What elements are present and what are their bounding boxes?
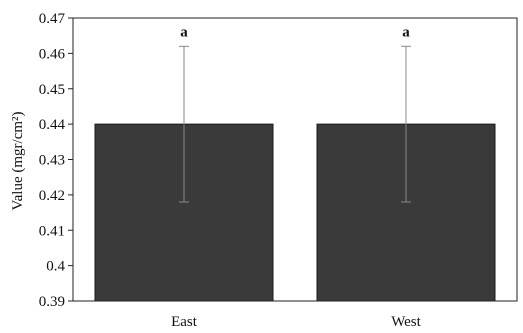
y-tick-label: 0.42	[39, 188, 65, 204]
x-axis: East West	[171, 314, 422, 330]
y-axis-label: Value (mgr/cm²)	[10, 111, 26, 210]
x-category-label: East	[171, 314, 198, 330]
y-tick-label: 0.4	[46, 259, 65, 275]
bars-group	[94, 123, 496, 302]
significance-letter: a	[402, 24, 410, 40]
plot-frame	[72, 17, 518, 302]
y-tick-label: 0.43	[39, 153, 65, 169]
significance-letter: a	[180, 24, 188, 40]
x-category-label: West	[391, 314, 421, 330]
y-tick-label: 0.45	[39, 82, 65, 98]
y-axis: 0.39 0.4 0.41 0.42 0.43 0.44 0.45 0.46 0.47	[39, 11, 73, 310]
y-tick-label: 0.44	[39, 117, 66, 133]
y-tick-label: 0.46	[39, 46, 66, 62]
y-tick-label: 0.39	[39, 294, 65, 310]
error-bars-group	[179, 45, 411, 203]
y-tick-label: 0.41	[39, 223, 65, 239]
y-tick-label: 0.47	[39, 11, 66, 27]
